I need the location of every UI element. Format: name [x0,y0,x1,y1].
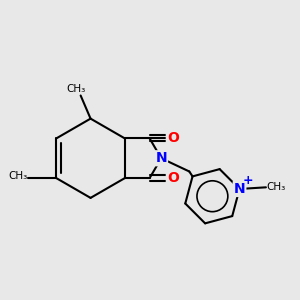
Text: CH₃: CH₃ [9,171,28,182]
Text: +: + [242,174,253,187]
Text: O: O [167,131,179,146]
Text: CH₃: CH₃ [266,182,286,192]
Text: N: N [155,151,167,165]
Text: O: O [167,171,179,185]
Text: CH₃: CH₃ [66,84,85,94]
Text: N: N [234,182,245,196]
